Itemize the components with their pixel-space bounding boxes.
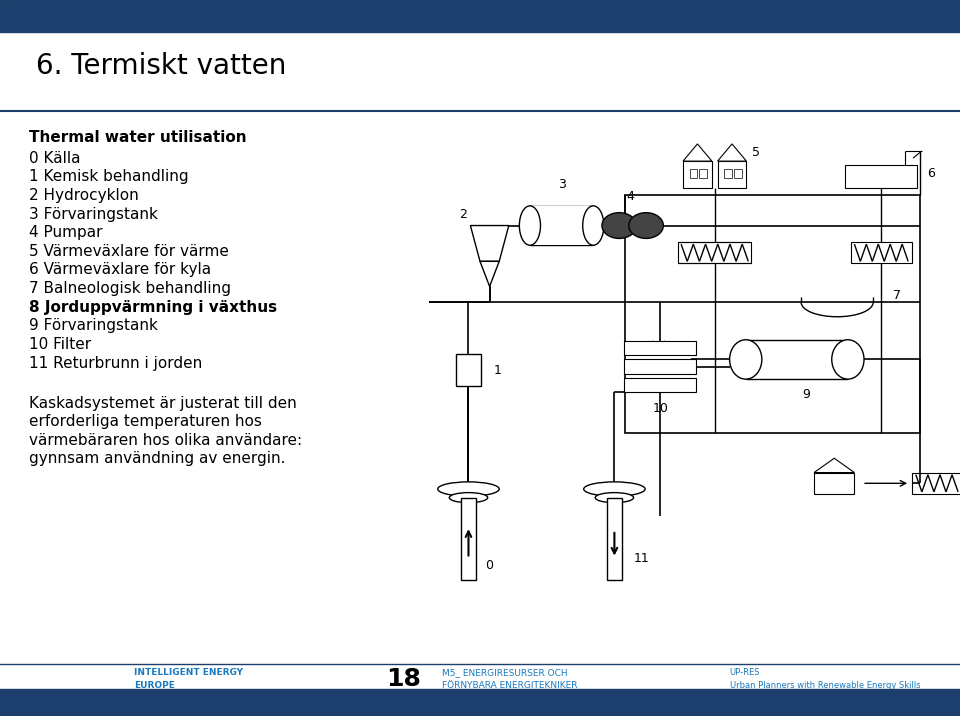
Ellipse shape — [730, 339, 762, 379]
Text: INTELLIGENT ENERGY
EUROPE: INTELLIGENT ENERGY EUROPE — [134, 668, 244, 690]
Polygon shape — [470, 226, 509, 261]
Bar — [683, 161, 712, 188]
Bar — [733, 169, 741, 178]
Text: 0 Källa: 0 Källa — [29, 151, 81, 165]
Ellipse shape — [584, 482, 645, 496]
Text: 10 Filter: 10 Filter — [29, 337, 91, 352]
Text: 6 Värmeväxlare för kyla: 6 Värmeväxlare för kyla — [29, 263, 211, 277]
Text: 11: 11 — [634, 552, 649, 565]
Bar — [530, 205, 593, 245]
Bar — [625, 195, 920, 433]
Text: Kaskadsystemet är justerat till den: Kaskadsystemet är justerat till den — [29, 396, 297, 410]
Text: 4 Pumpar: 4 Pumpar — [29, 226, 103, 240]
Text: 11 Returbrunn i jorden: 11 Returbrunn i jorden — [29, 356, 202, 370]
Ellipse shape — [595, 493, 634, 503]
Text: 4: 4 — [627, 190, 635, 203]
Polygon shape — [480, 261, 499, 286]
Circle shape — [629, 213, 663, 238]
Text: 5 Värmeväxlare för värme: 5 Värmeväxlare för värme — [29, 244, 228, 258]
Ellipse shape — [831, 339, 864, 379]
Text: 3: 3 — [558, 178, 565, 191]
Text: 2 Hydrocyklon: 2 Hydrocyklon — [29, 188, 138, 203]
Text: 7 Balneologisk behandling: 7 Balneologisk behandling — [29, 281, 230, 296]
Text: 0: 0 — [486, 559, 493, 572]
Ellipse shape — [449, 493, 488, 503]
Text: 18: 18 — [386, 667, 420, 691]
Text: 1: 1 — [493, 364, 501, 377]
Bar — [456, 354, 481, 386]
Text: 1 Kemisk behandling: 1 Kemisk behandling — [29, 170, 188, 184]
Text: 8 Jorduppvärmning i växthus: 8 Jorduppvärmning i växthus — [29, 300, 276, 314]
Text: värmebäraren hos olika användare:: värmebäraren hos olika användare: — [29, 433, 302, 448]
Text: 3 Förvaringstank: 3 Förvaringstank — [29, 207, 157, 221]
Text: 6: 6 — [927, 168, 935, 180]
Bar — [0, 689, 960, 716]
Bar — [607, 498, 622, 580]
Bar — [0, 0, 960, 32]
Text: Thermal water utilisation: Thermal water utilisation — [29, 130, 247, 145]
Bar — [814, 473, 854, 494]
Text: 6. Termiskt vatten: 6. Termiskt vatten — [36, 52, 287, 80]
Bar — [845, 165, 917, 188]
Ellipse shape — [583, 206, 604, 245]
Text: 7: 7 — [893, 289, 900, 301]
Bar — [624, 359, 697, 374]
Polygon shape — [683, 144, 711, 161]
Bar — [624, 341, 697, 355]
Bar — [851, 242, 912, 263]
Bar — [912, 473, 960, 494]
Ellipse shape — [519, 206, 540, 245]
Text: M5_ ENERGIRESURSER OCH
FÖRNYBARA ENERGITEKNIKER: M5_ ENERGIRESURSER OCH FÖRNYBARA ENERGIT… — [442, 668, 577, 690]
Bar — [724, 169, 732, 178]
Bar — [678, 242, 751, 263]
Polygon shape — [717, 144, 747, 161]
Text: 5: 5 — [752, 146, 760, 159]
Text: 9: 9 — [803, 388, 810, 402]
Bar — [699, 169, 707, 178]
Text: UP-RES
Urban Planners with Renewable Energy Skills: UP-RES Urban Planners with Renewable Ene… — [730, 668, 921, 690]
Text: 10: 10 — [653, 402, 668, 415]
Bar — [624, 378, 697, 392]
Bar — [461, 498, 476, 580]
Polygon shape — [814, 458, 854, 473]
Bar — [689, 169, 697, 178]
Text: 2: 2 — [459, 208, 467, 221]
Text: gynnsam användning av energin.: gynnsam användning av energin. — [29, 452, 285, 466]
Text: 9 Förvaringstank: 9 Förvaringstank — [29, 319, 157, 333]
Circle shape — [602, 213, 636, 238]
Ellipse shape — [438, 482, 499, 496]
Bar — [717, 161, 747, 188]
Text: erforderliga temperaturen hos: erforderliga temperaturen hos — [29, 415, 262, 429]
